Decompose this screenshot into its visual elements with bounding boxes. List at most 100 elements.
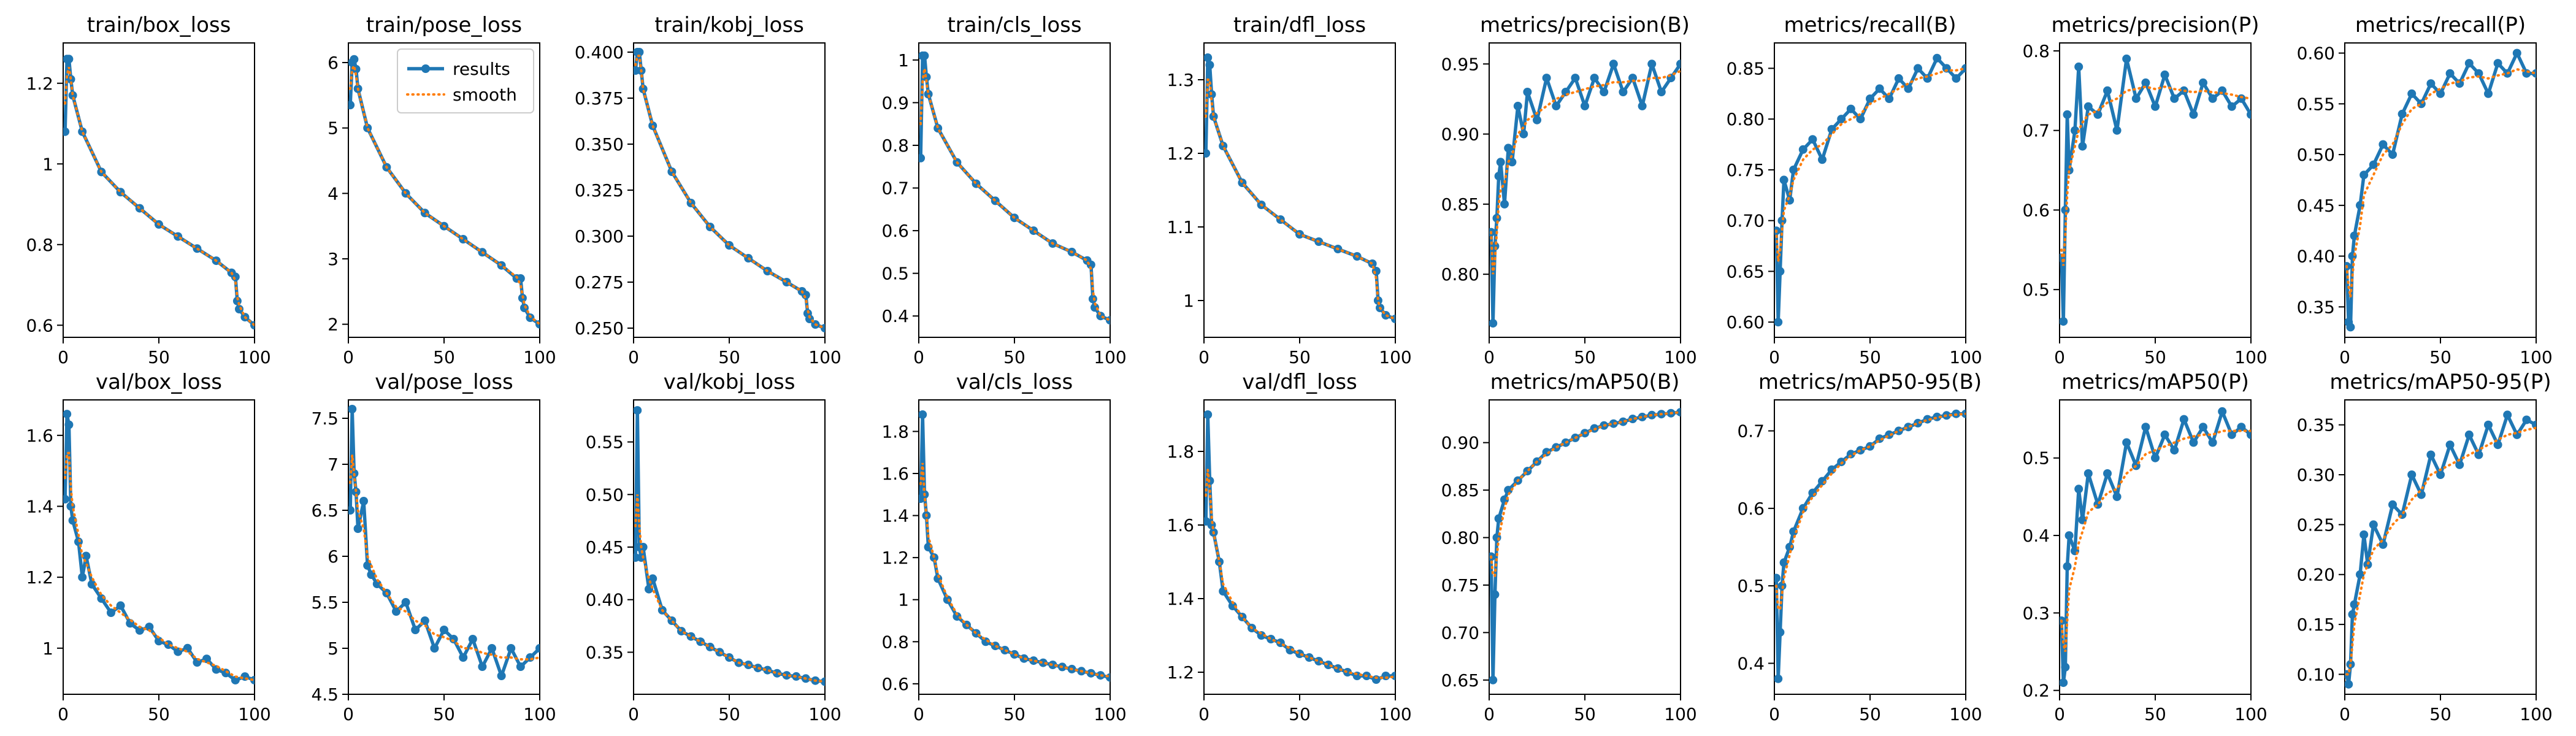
results-point [1676,59,1681,69]
results-point [2112,126,2122,135]
smooth-line [2345,426,2536,676]
results-point [2445,440,2455,450]
axes-frame [2344,399,2537,695]
results-point [924,90,933,99]
x-tick-label: 50 [148,704,170,724]
results-point [2170,446,2179,455]
results-point [763,665,772,675]
results-point [1571,74,1580,83]
results-point [348,506,355,515]
y-tick-label: 6.5 [311,500,339,521]
x-tick-label: 0 [913,704,924,724]
results-point [1638,101,1647,110]
results-point [116,601,125,610]
axes-frame [1489,399,1681,695]
results-point [1496,158,1505,167]
legend-label-results: results [453,59,510,79]
results-point [420,209,429,218]
results-point [2346,323,2355,332]
x-tick-label: 50 [433,347,455,367]
results-line [1204,56,1395,321]
results-point [1808,135,1817,144]
x-tick-label: 50 [1859,704,1881,724]
y-tick-label: 0.7 [1737,421,1765,442]
y-tick-label: 0.4 [881,306,909,326]
results-point [2436,89,2445,98]
axes-frame [1774,42,1966,338]
results-point [1933,53,1942,63]
y-tick-label: 1.3 [1167,70,1194,90]
results-line [2060,410,2251,684]
x-tick-label: 50 [2429,704,2451,724]
y-tick-label: 0.7 [2022,121,2050,141]
results-point [1352,672,1362,680]
y-tick-label: 0.35 [586,642,624,662]
results-point [1779,558,1788,567]
y-tick-label: 1.2 [1167,144,1194,164]
smooth-line [64,451,255,681]
y-tick-label: 0.8 [881,632,909,652]
x-tick-label: 0 [1198,347,1209,367]
smooth-line [2060,85,2251,266]
results-point [2247,110,2251,119]
results-point [1088,294,1097,304]
results-point [459,653,468,662]
results-point [392,607,401,616]
results-point [1333,664,1343,673]
smooth-line [1775,67,1966,262]
x-tick-label: 100 [1949,704,1982,724]
results-point [2151,453,2160,462]
results-point [440,626,448,634]
panel-1: train/box_loss 0 50 100 0.6 0.8 1 1.2 [26,13,270,367]
results-point [2436,470,2445,479]
results-point [2247,430,2251,439]
results-point [1904,84,1913,93]
y-tick-label: 5.5 [311,592,339,613]
results-point [535,644,540,653]
panel-title: metrics/mAP50-95(B) [1758,370,1982,394]
x-tick-label: 100 [1094,704,1126,724]
results-point [1638,412,1647,421]
y-tick-label: 7 [328,454,339,475]
panel-title: metrics/mAP50(B) [1490,370,1680,394]
panel-13: val/cls_loss 0 50 100 0.6 0.8 1 1.2 1.4 1.6 1.8 [881,370,1126,724]
results-line [1774,412,1966,681]
y-tick-label: 0.35 [2297,297,2335,317]
results-point [1885,94,1894,103]
results-point [1106,673,1110,682]
results-point [145,623,154,632]
y-tick-label: 0.250 [575,318,624,339]
results-point [2179,415,2188,424]
x-tick-label: 0 [1484,347,1495,367]
panel-18: metrics/mAP50-95(P) 0 50 100 0.10 0.15 0.20 0.2… [2297,370,2553,724]
x-tick-label: 50 [148,347,170,367]
results-point [1204,149,1211,158]
x-tick-label: 0 [2339,704,2350,724]
results-point [68,516,77,525]
plot-area [63,410,255,684]
results-point [2359,171,2369,180]
results-point [638,543,648,551]
smooth-line [919,68,1110,322]
y-tick-label: 0.45 [2297,196,2335,216]
results-point [1657,88,1666,96]
results-point [1106,316,1110,325]
x-tick-label: 0 [343,347,354,367]
results-point [235,305,243,313]
panel-5: train/dfl_loss 0 50 100 1 1.1 1.2 1.3 [1167,13,1411,367]
y-tick-label: 3 [328,249,339,269]
plot-area [919,410,1110,682]
results-point [2218,407,2227,416]
smooth-line [1205,79,1395,320]
x-tick-label: 0 [2054,704,2065,724]
results-point [1371,675,1381,684]
results-point [2503,410,2512,420]
results-point [348,405,357,413]
results-point [2122,54,2131,63]
results-point [1779,175,1788,185]
results-point [1914,64,1922,73]
results-point [1600,88,1609,96]
y-tick-label: 0.45 [586,537,624,558]
panel-8: metrics/precision(P) 0 50 100 0.5 0.6 0.7 0.8 [2022,13,2267,367]
results-line [348,407,540,678]
